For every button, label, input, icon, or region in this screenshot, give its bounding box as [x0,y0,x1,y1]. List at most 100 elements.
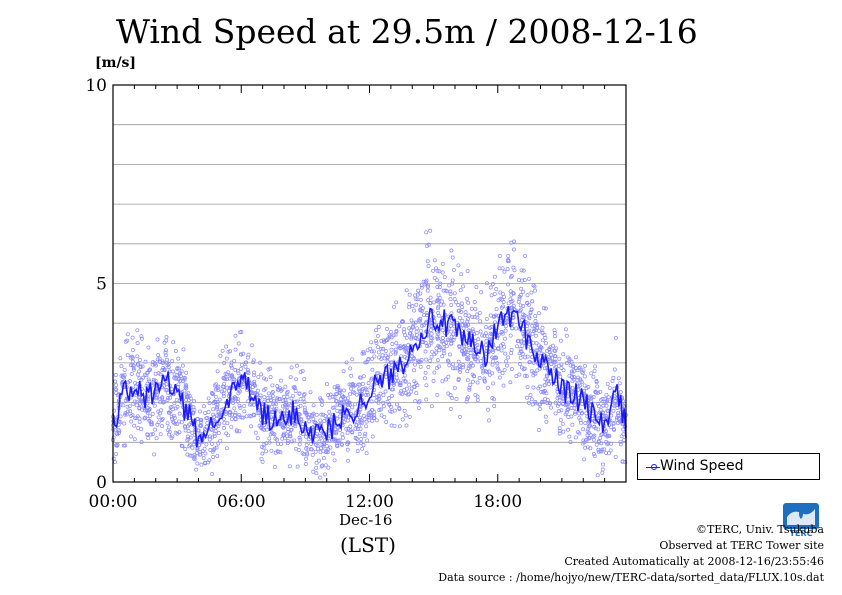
data-point [383,374,388,379]
data-point [164,382,169,387]
data-point [272,401,277,406]
data-point [613,454,618,459]
data-point [423,340,428,345]
data-point [211,392,216,397]
data-point [527,328,532,333]
data-point [306,447,311,452]
data-point [300,422,305,427]
data-point [571,363,575,368]
data-point [418,308,423,313]
data-point [277,397,281,402]
data-point [508,297,513,302]
data-point [365,414,370,419]
data-point [209,427,214,432]
data-point [216,441,221,446]
data-point [294,363,299,368]
data-point [457,308,462,313]
data-point [578,378,583,383]
data-point [506,282,511,287]
data-point [124,412,129,417]
data-point [224,356,229,361]
data-point [374,398,379,403]
data-point [192,453,197,457]
data-point [114,431,119,436]
data-point [466,317,470,322]
data-point [503,351,508,356]
data-point [502,344,507,349]
data-point [384,349,388,353]
data-point [212,383,217,388]
data-point [309,441,314,446]
data-point [149,432,154,437]
data-point [600,470,605,475]
data-point [182,377,187,382]
data-point [429,404,434,409]
data-point [570,378,575,383]
data-point [460,318,465,323]
data-point [473,392,478,397]
data-point [211,407,216,412]
data-point [279,441,284,446]
data-point [577,415,582,420]
data-point [335,385,340,390]
data-point [349,386,353,391]
data-point [619,434,624,439]
data-point [239,366,244,371]
data-point [389,347,394,352]
data-point [132,399,137,404]
data-point [285,439,290,444]
data-point [226,349,231,354]
data-point [613,398,618,403]
data-point [139,427,144,432]
data-point [461,363,466,368]
data-point [133,380,138,385]
data-point [521,304,526,308]
data-point [394,375,399,380]
data-point [304,446,309,451]
data-point [113,373,118,377]
data-point [499,305,504,310]
data-point [519,339,524,344]
data-point [353,402,357,407]
data-point [119,364,124,369]
data-point [262,376,267,381]
data-point [555,403,560,408]
data-point [397,381,402,386]
data-point [444,344,449,349]
data-point [355,427,360,431]
data-point [314,465,319,470]
data-point [531,283,536,288]
data-point [143,408,148,413]
data-point [229,363,234,368]
data-point [137,419,142,424]
data-point [139,334,144,339]
data-point [305,415,310,420]
x-tick-label: 12:00 [345,492,394,512]
data-point [239,352,244,357]
data-point [519,268,524,273]
data-point [222,361,227,365]
data-point [149,422,153,427]
data-point [494,355,499,360]
data-point [504,359,508,364]
y-tick-label: 0 [96,473,107,493]
data-point [472,315,477,320]
data-point [430,349,435,354]
data-point [506,355,511,360]
data-point [572,369,576,374]
data-point [418,297,423,302]
data-point [416,318,421,323]
data-point [170,434,175,439]
data-point [163,350,168,355]
data-point [318,434,322,439]
data-point [449,303,454,307]
data-point [324,450,329,455]
data-point [230,373,235,378]
data-point [407,331,412,336]
data-point [494,287,499,292]
data-point [519,349,524,354]
data-point [559,408,564,413]
data-point [335,441,340,446]
data-point [407,302,412,306]
data-point [252,413,257,418]
